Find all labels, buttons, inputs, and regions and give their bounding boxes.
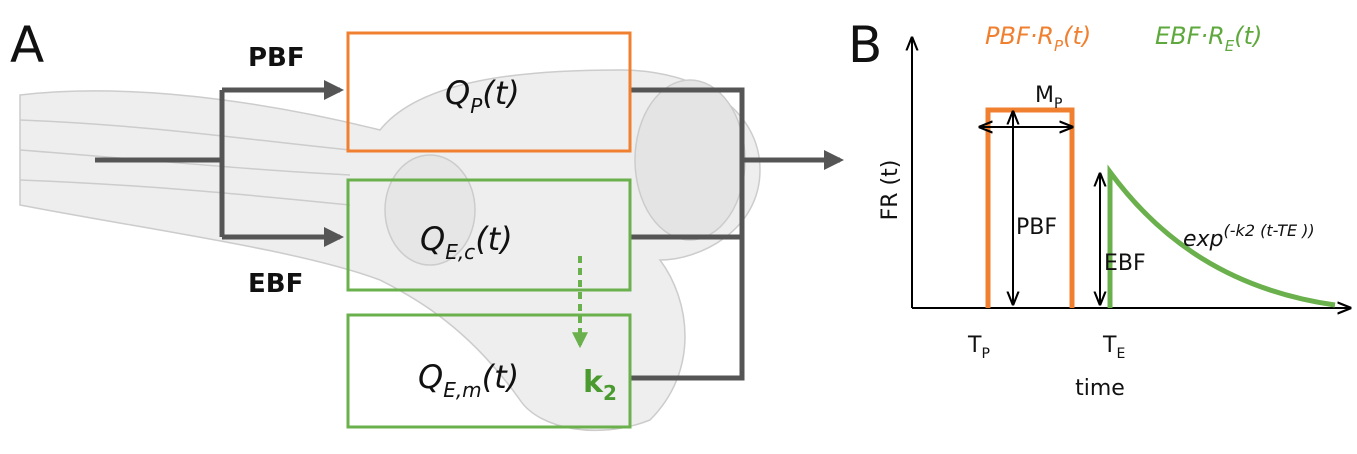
compartment-label: QP(t) (445, 74, 520, 118)
symbol: M (1035, 83, 1054, 108)
symbol: Q (420, 220, 445, 258)
figure: A PBF EBF QP(t) QE,c(t) QE,m(t) k2 B PBF… (0, 0, 1357, 454)
subscript: P (981, 346, 989, 362)
symbol: Q (418, 358, 443, 396)
subscript: E,c (445, 240, 475, 264)
time-label: TP (967, 333, 990, 362)
subscript: E (1116, 346, 1125, 362)
base: exp (1183, 227, 1224, 252)
x-axis-label: time (1075, 376, 1125, 401)
symbol: T (967, 333, 982, 358)
subscript: P (470, 94, 483, 118)
superscript: (-k2 (t-TE )) (1224, 221, 1315, 240)
y-axis-label: FR (t) (878, 160, 903, 221)
peak-label: MP (1035, 83, 1062, 112)
symbol: T (1102, 333, 1117, 358)
subscript: P (1054, 96, 1062, 112)
compartment-label: QE,m(t) (418, 358, 519, 402)
panel-label: A (10, 16, 44, 74)
legend-entry: PBF·RP(t) (985, 22, 1091, 55)
text: EBF·R (1155, 22, 1225, 50)
symbol: Q (445, 74, 470, 112)
text: PBF·R (985, 22, 1054, 50)
pulse-curve (988, 110, 1072, 308)
time-label: TE (1102, 333, 1125, 362)
argument: (t) (482, 74, 520, 112)
argument: (t) (1234, 22, 1262, 50)
flow-label: EBF (248, 269, 303, 299)
decay-label: exp(-k2 (t-TE )) (1183, 221, 1315, 252)
legend-entry: EBF·RE(t) (1155, 22, 1262, 55)
height-label: PBF (1016, 215, 1057, 240)
height-label: EBF (1104, 251, 1146, 276)
argument: (t) (482, 358, 520, 396)
subscript: E,m (443, 378, 481, 402)
flow-label: PBF (248, 43, 305, 73)
argument: (t) (475, 220, 513, 258)
subscript: 2 (603, 381, 617, 405)
argument: (t) (1063, 22, 1091, 50)
symbol: k (583, 365, 604, 400)
panel-label: B (848, 16, 882, 74)
